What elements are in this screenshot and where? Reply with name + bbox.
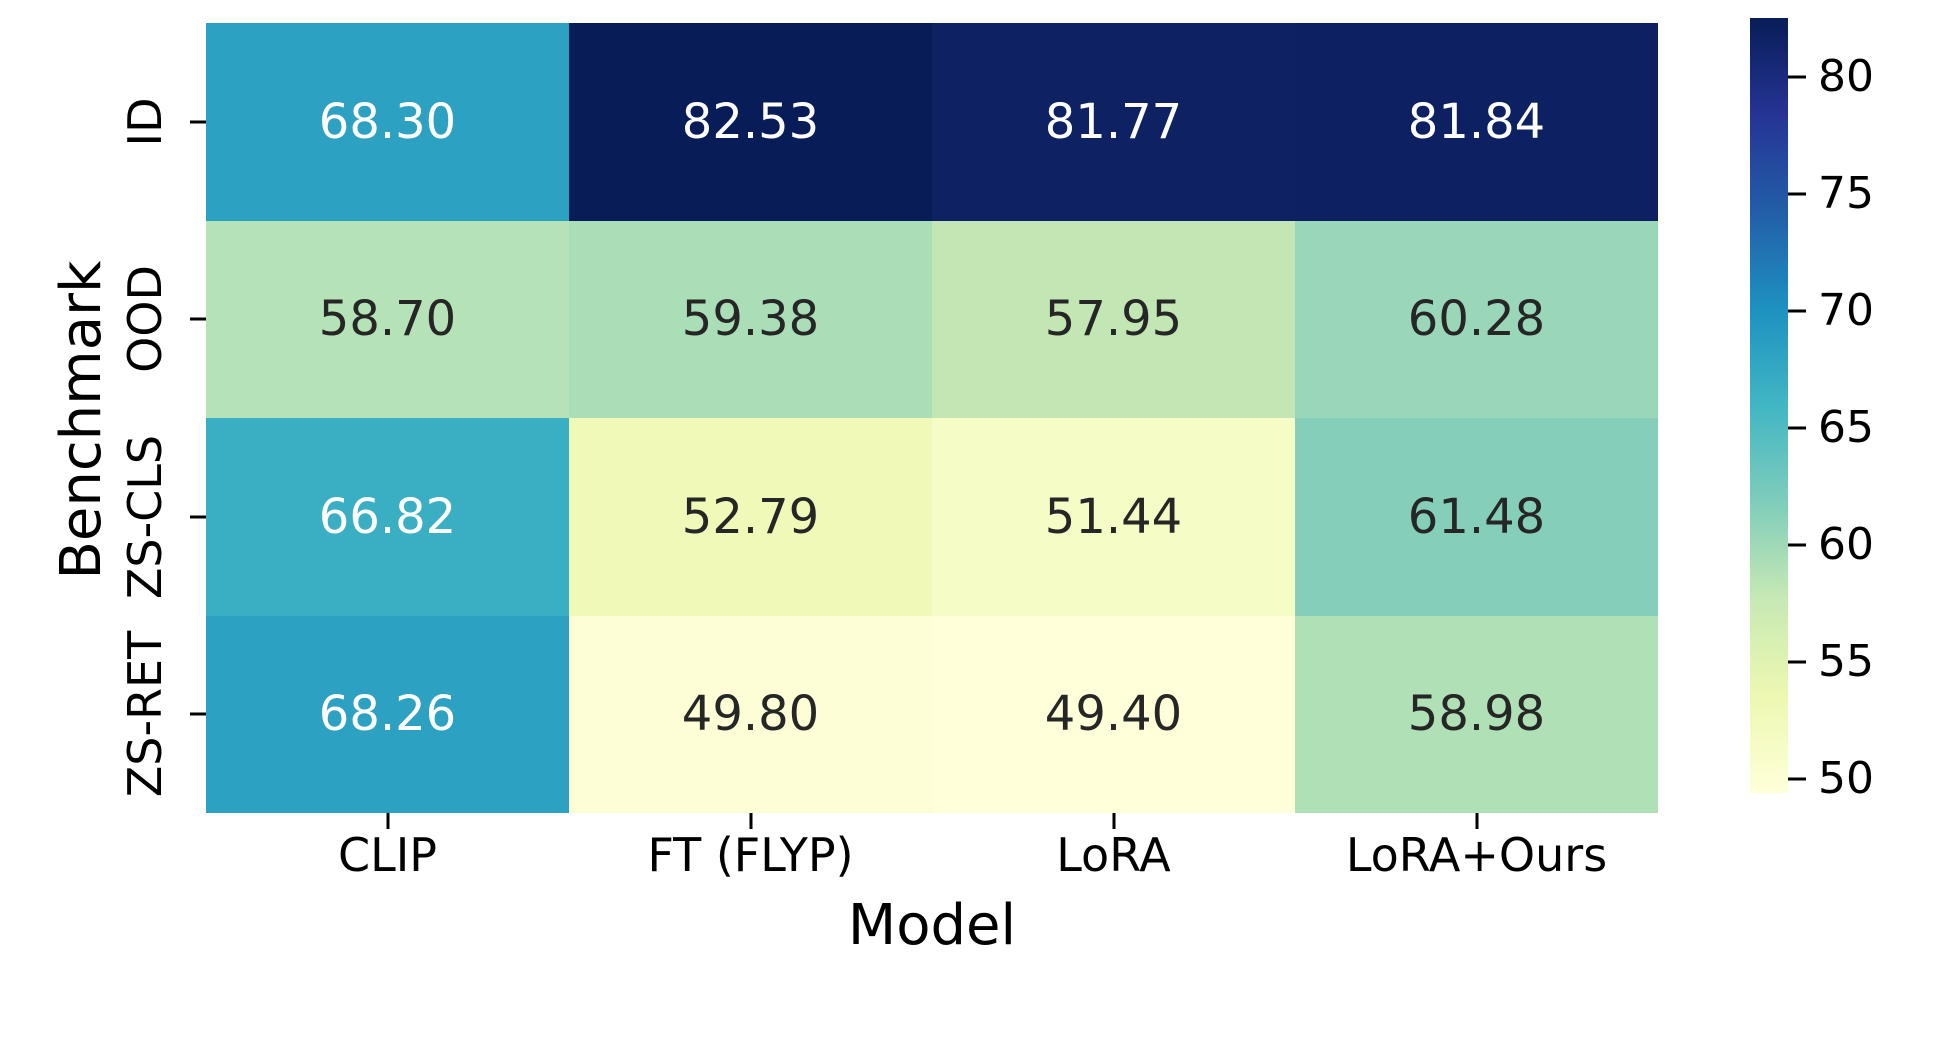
x-tick-mark [1475, 813, 1478, 829]
heatmap-plot-area: 68.30 82.53 81.77 81.84 58.70 59.38 57.95 60.28… [206, 23, 1658, 813]
colorbar-tick-mark [1788, 192, 1806, 196]
y-tick-mark [190, 712, 206, 716]
colorbar-tick-label: 70 [1818, 285, 1874, 337]
x-tick-mark [749, 813, 752, 829]
heatmap-cell-value: 81.77 [1044, 93, 1183, 150]
heatmap-cell: 49.40 [932, 615, 1295, 813]
heatmap-cell: 81.84 [1295, 23, 1658, 221]
heatmap-cell: 81.77 [932, 23, 1295, 221]
colorbar-tick-label: 55 [1818, 636, 1874, 687]
heatmap-cell-value: 82.53 [681, 93, 820, 150]
heatmap-cell-value: 58.70 [318, 291, 457, 348]
x-tick-mark [1112, 813, 1115, 829]
heatmap-cell-value: 81.84 [1407, 93, 1546, 150]
heatmap-cell: 82.53 [569, 23, 932, 221]
y-tick-label: ID [118, 97, 172, 147]
y-tick-mark [190, 120, 206, 124]
heatmap-cell-value: 52.79 [681, 488, 820, 545]
colorbar-tick-mark [1788, 426, 1806, 430]
heatmap-cell: 58.98 [1295, 615, 1658, 813]
heatmap-cell: 49.80 [569, 615, 932, 813]
colorbar-tick-label: 60 [1818, 519, 1874, 571]
heatmap-cell-value: 49.80 [681, 686, 820, 743]
heatmap-cell: 59.38 [569, 220, 932, 418]
y-tick-label: ZS-RET [118, 631, 172, 798]
colorbar-tick-label: 75 [1818, 168, 1874, 220]
heatmap-cell: 52.79 [569, 418, 932, 616]
colorbar-tick-mark [1788, 543, 1806, 547]
y-tick-mark [190, 317, 206, 321]
colorbar-gradient [1750, 18, 1788, 793]
heatmap-cell-value: 68.26 [318, 686, 457, 743]
x-tick-label: LoRA [1056, 828, 1171, 882]
heatmap-cell-value: 58.98 [1407, 686, 1546, 743]
heatmap-cell-value: 61.48 [1407, 488, 1546, 545]
y-axis-title: Benchmark [49, 260, 114, 580]
colorbar-tick-mark [1788, 75, 1806, 79]
x-tick-mark [386, 813, 389, 829]
x-tick-label: CLIP [337, 828, 438, 882]
heatmap-cell: 61.48 [1295, 418, 1658, 616]
colorbar-tick-label: 50 [1818, 752, 1874, 804]
heatmap-cell-value: 59.38 [681, 291, 820, 348]
heatmap-cell-value: 68.30 [318, 93, 457, 150]
y-tick-label: ZS-CLS [118, 434, 172, 599]
x-tick-label: LoRA+Ours [1345, 828, 1608, 882]
heatmap-cell: 57.95 [932, 220, 1295, 418]
heatmap-cell: 66.82 [206, 418, 569, 616]
heatmap-cell: 51.44 [932, 418, 1295, 616]
heatmap-cell-value: 51.44 [1044, 488, 1183, 545]
heatmap-cell: 68.30 [206, 23, 569, 221]
heatmap-cell: 68.26 [206, 615, 569, 813]
colorbar-tick-label: 65 [1818, 402, 1874, 454]
colorbar [1750, 18, 1788, 793]
heatmap-cell-value: 66.82 [318, 488, 457, 545]
y-tick-mark [190, 515, 206, 519]
heatmap-cell-value: 57.95 [1044, 291, 1183, 348]
x-axis-title: Model [847, 893, 1017, 958]
colorbar-tick-mark [1788, 660, 1806, 664]
heatmap-cell: 58.70 [206, 220, 569, 418]
heatmap-cell: 60.28 [1295, 220, 1658, 418]
colorbar-tick-mark [1788, 309, 1806, 313]
colorbar-tick-label: 80 [1818, 51, 1874, 103]
x-tick-label: FT (FLYP) [647, 828, 854, 882]
colorbar-tick-mark [1788, 777, 1806, 781]
heatmap-cell-value: 49.40 [1044, 686, 1183, 743]
heatmap-cell-value: 60.28 [1407, 291, 1546, 348]
y-tick-label: OOD [118, 265, 172, 374]
